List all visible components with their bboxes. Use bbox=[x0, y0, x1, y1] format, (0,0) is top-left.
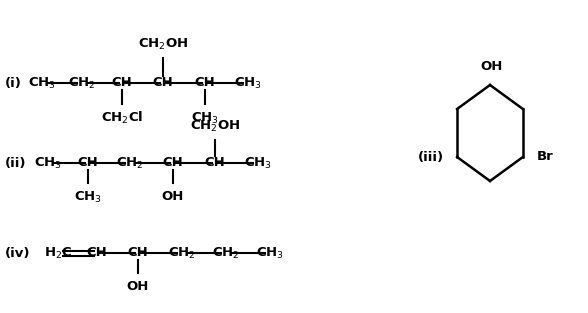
Text: CH: CH bbox=[205, 156, 225, 170]
Text: OH: OH bbox=[162, 191, 184, 203]
Text: CH$_2$: CH$_2$ bbox=[116, 156, 144, 171]
Text: CH: CH bbox=[163, 156, 183, 170]
Text: OH: OH bbox=[481, 60, 503, 73]
Text: CH$_3$: CH$_3$ bbox=[34, 156, 62, 171]
Text: CH$_2$: CH$_2$ bbox=[212, 245, 240, 260]
Text: CH$_2$: CH$_2$ bbox=[68, 75, 96, 90]
Text: CH: CH bbox=[153, 76, 173, 90]
Text: (iv): (iv) bbox=[5, 247, 31, 259]
Text: CH$_2$OH: CH$_2$OH bbox=[138, 36, 188, 52]
Text: CH$_3$: CH$_3$ bbox=[74, 189, 102, 205]
Text: H$_2$C: H$_2$C bbox=[44, 245, 72, 260]
Text: CH: CH bbox=[86, 247, 108, 259]
Text: CH$_3$: CH$_3$ bbox=[256, 245, 284, 260]
Text: CH: CH bbox=[112, 76, 132, 90]
Text: CH$_2$: CH$_2$ bbox=[168, 245, 196, 260]
Text: CH$_3$: CH$_3$ bbox=[28, 75, 56, 90]
Text: (ii): (ii) bbox=[5, 156, 26, 170]
Text: CH$_3$: CH$_3$ bbox=[244, 156, 272, 171]
Text: CH$_3$: CH$_3$ bbox=[234, 75, 262, 90]
Text: CH: CH bbox=[78, 156, 98, 170]
Text: CH: CH bbox=[128, 247, 148, 259]
Text: (i): (i) bbox=[5, 76, 22, 90]
Text: Br: Br bbox=[537, 151, 554, 163]
Text: OH: OH bbox=[127, 280, 149, 294]
Text: CH$_2$OH: CH$_2$OH bbox=[190, 118, 240, 134]
Text: CH: CH bbox=[195, 76, 215, 90]
Text: (iii): (iii) bbox=[418, 151, 444, 165]
Text: CH$_2$Cl: CH$_2$Cl bbox=[101, 110, 143, 126]
Text: CH$_3$: CH$_3$ bbox=[191, 110, 219, 126]
